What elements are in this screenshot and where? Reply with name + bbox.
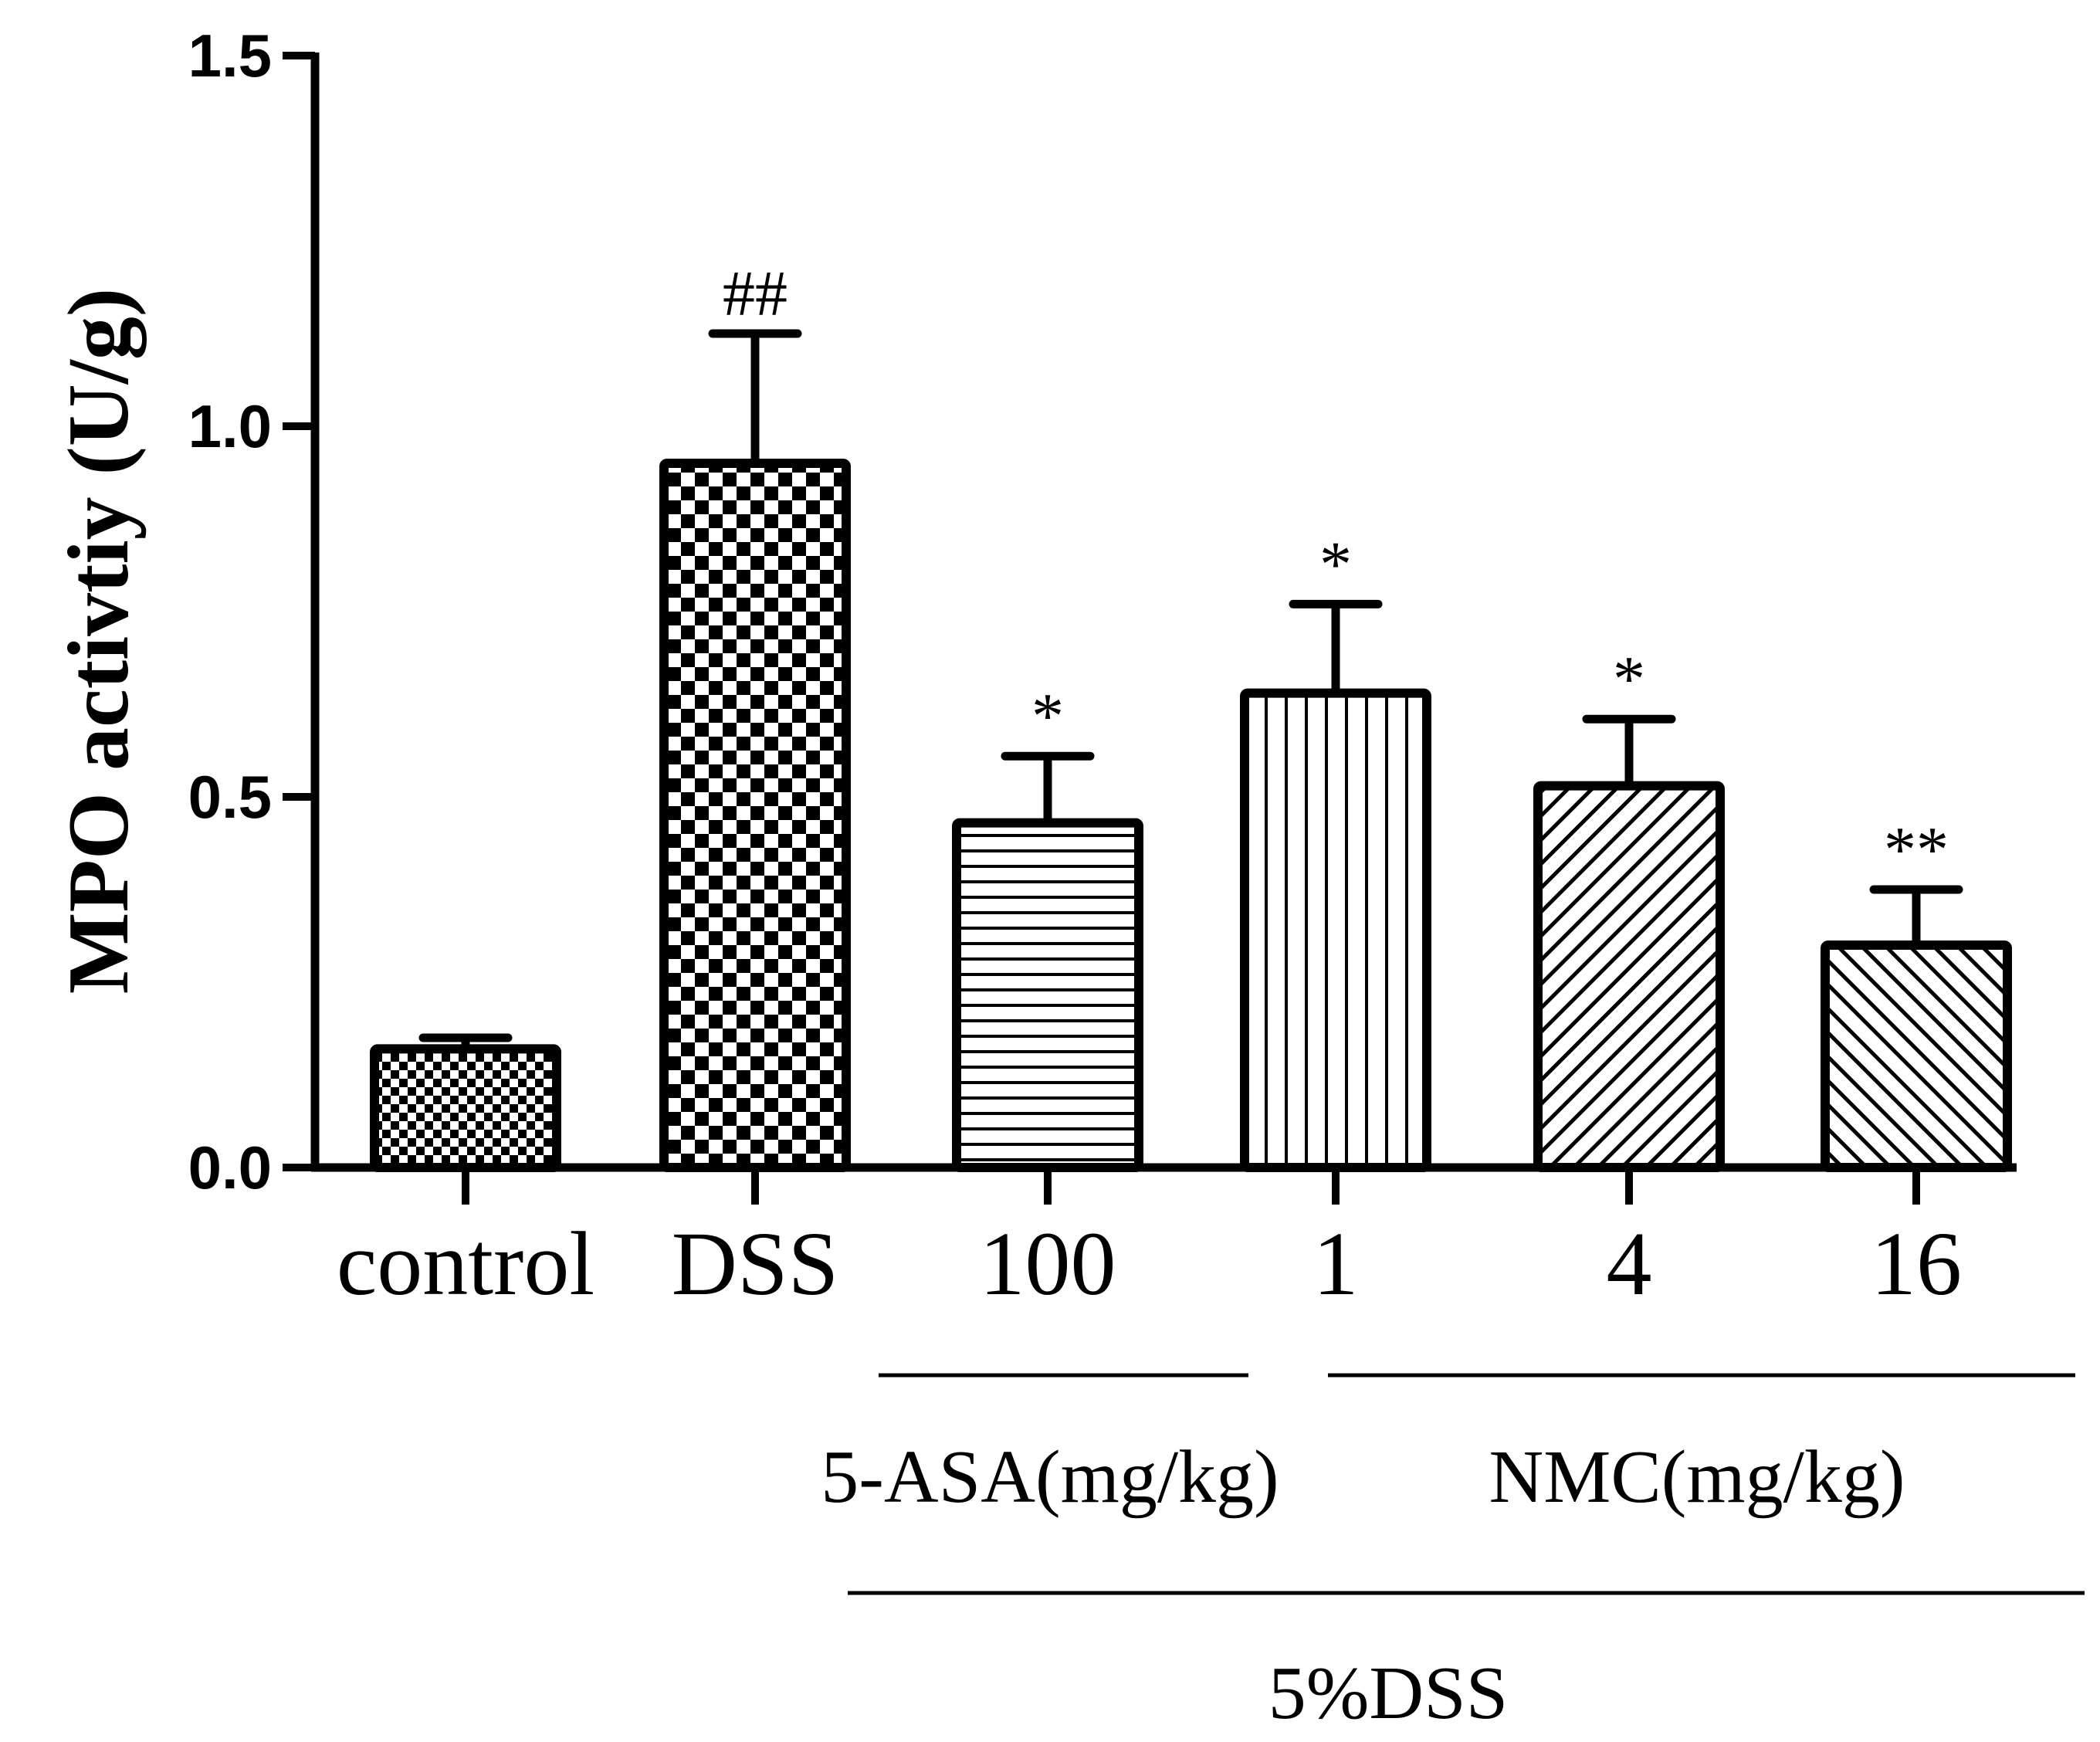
x-tick-label: 1 — [1313, 1213, 1359, 1314]
significance-label: * — [1319, 528, 1352, 600]
y-tick-label: 0.0 — [188, 1134, 272, 1201]
labels: control ## DSS * 100 * 1 * 4 ** 16 5-ASA(mg/kg) NMC(… — [337, 258, 2085, 1735]
bar-1 — [1240, 688, 1431, 1172]
x-tick-label: 16 — [1871, 1213, 1962, 1314]
bar-DSS — [659, 459, 851, 1172]
group-label-5-percent-dss: 5%DSS — [1268, 1652, 1508, 1735]
y-axis-label: MPO activtiy (U/g) — [51, 288, 147, 994]
x-tick-label: control — [337, 1213, 594, 1314]
group-label-nmc: NMC(mg/kg) — [1489, 1435, 1905, 1519]
y-tick-label: 0.5 — [188, 763, 272, 831]
x-tick-label: 100 — [980, 1213, 1116, 1314]
bar-16 — [1821, 940, 2012, 1172]
group-label-5-asa: 5-ASA(mg/kg) — [821, 1435, 1279, 1519]
axes: 0.0 0.5 1.0 1.5 — [188, 22, 2017, 1205]
bar-100 — [952, 818, 1143, 1172]
significance-label: * — [1031, 680, 1064, 752]
significance-label: ** — [1884, 814, 1949, 886]
y-tick-label: 1.0 — [188, 392, 272, 460]
x-tick-label: 4 — [1607, 1213, 1652, 1314]
significance-label: * — [1613, 643, 1645, 715]
x-tick-label: DSS — [672, 1213, 838, 1314]
bar-4 — [1533, 781, 1725, 1172]
significance-label: ## — [723, 258, 788, 330]
bar-control — [370, 1044, 561, 1173]
bars — [370, 329, 2012, 1173]
y-tick-label: 1.5 — [188, 22, 272, 90]
